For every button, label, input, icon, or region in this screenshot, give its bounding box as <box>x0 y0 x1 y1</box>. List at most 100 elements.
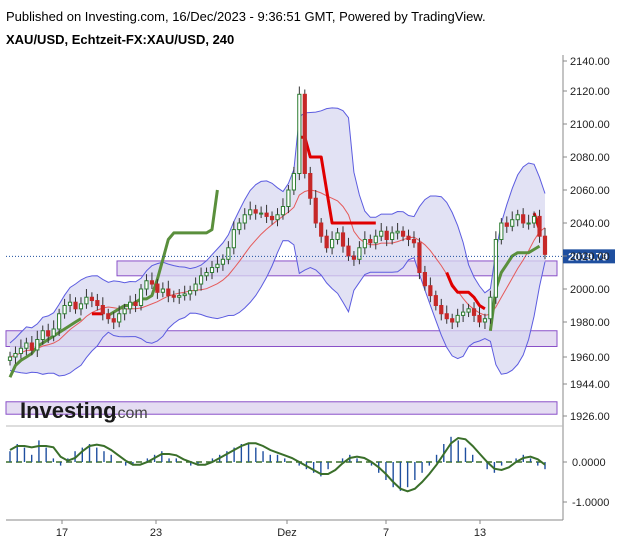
x-tick-label: 17 <box>56 527 68 539</box>
candle-body <box>133 301 138 307</box>
candle-body <box>177 295 182 298</box>
supertrend-down <box>299 135 376 225</box>
bollinger-lower-line <box>9 240 546 377</box>
published-caption: Published on Investing.com, 16/Dec/2023 … <box>6 9 486 24</box>
candle-body <box>308 173 313 199</box>
candle-body <box>368 239 373 244</box>
x-tick-label: Dez <box>277 527 297 539</box>
macd-signal-line <box>9 436 546 493</box>
candle-body <box>515 214 520 221</box>
candle-body <box>499 222 504 240</box>
candle-body <box>319 222 324 237</box>
candle-body <box>482 318 488 323</box>
candle-body <box>253 209 258 214</box>
candle-body <box>264 212 269 217</box>
candle-body <box>248 209 253 216</box>
candle-body <box>84 296 89 305</box>
symbol-title: XAU/USD, Echtzeit-FX:XAU/USD, 240 <box>6 32 235 47</box>
candle-body <box>335 232 340 240</box>
candle-body <box>521 214 526 224</box>
y-tick-label: 2040.00 <box>570 218 610 230</box>
candle-body <box>417 242 422 274</box>
candle-body <box>313 197 318 224</box>
y-tick-label: 2140.00 <box>570 56 610 68</box>
candle-body <box>390 232 395 240</box>
candle-body <box>450 318 455 323</box>
sr-zone <box>5 401 558 415</box>
candle-body <box>384 230 389 240</box>
candle-body <box>439 305 444 315</box>
candle-body <box>471 308 477 316</box>
supertrend-up <box>107 189 219 317</box>
candle-body <box>286 189 291 207</box>
candle-body <box>504 222 509 227</box>
x-tick-label: 23 <box>150 527 162 539</box>
candle-body <box>46 330 51 337</box>
candle-body <box>537 215 542 237</box>
investing-logo: Investing <box>20 398 117 423</box>
candle-body <box>302 93 307 174</box>
candle-body <box>67 301 73 307</box>
candle-body <box>259 212 264 215</box>
y-tick-label: 2120.00 <box>570 86 610 98</box>
y-tick-label: 2000.00 <box>570 284 610 296</box>
candle-body <box>428 285 433 297</box>
candle-body <box>166 288 171 297</box>
candle-body <box>57 313 62 330</box>
last-price-label: 2019.79 <box>568 251 608 263</box>
candle-body <box>13 353 18 358</box>
candle-body <box>209 267 215 273</box>
candle-body <box>280 206 286 216</box>
candle-body <box>324 235 329 249</box>
candle-body <box>198 275 204 285</box>
candle-body <box>149 280 155 285</box>
y-tick-label: 1926.00 <box>570 411 610 423</box>
supertrend-up <box>488 244 541 331</box>
y-tick-label: 1960.00 <box>570 352 610 364</box>
candle-body <box>35 339 40 351</box>
candle-body <box>204 272 209 277</box>
candle-body <box>78 303 84 310</box>
candle-body <box>182 293 187 297</box>
candle-body <box>40 330 45 340</box>
supertrend-up <box>8 317 82 378</box>
candle-body <box>155 283 160 293</box>
candle-body <box>461 311 466 316</box>
candle-body <box>531 215 537 224</box>
candle-body <box>395 230 400 234</box>
x-tick-label: 7 <box>383 527 389 539</box>
y-tick-label: 1944.00 <box>570 379 610 391</box>
candle-body <box>24 342 29 349</box>
candle-body <box>466 308 471 313</box>
candle-body <box>477 314 482 323</box>
candle-body <box>373 235 378 244</box>
chart-axes: 2019.79 2140.00 2120.00 2100.00 2080.00 2060.… <box>6 55 615 539</box>
last-price-badge <box>563 249 615 264</box>
y-tick-label: 1980.00 <box>570 317 610 329</box>
candle-body <box>138 288 144 306</box>
candle-body <box>73 301 78 310</box>
candle-body <box>526 222 531 225</box>
candle-body <box>493 239 498 298</box>
macd-y-tick-label: 0.0000 <box>572 457 606 469</box>
x-tick-label: 13 <box>474 527 486 539</box>
macd-y-tick-label: -1.0000 <box>572 497 609 509</box>
candle-body <box>144 280 149 290</box>
candle-body <box>444 313 449 320</box>
candle-body <box>111 318 116 323</box>
y-tick-label: 2020.00 <box>570 251 610 263</box>
investing-logo-domain: .com <box>113 405 148 422</box>
candle-body <box>269 215 275 221</box>
candle-body <box>160 288 165 293</box>
candle-body <box>433 295 438 307</box>
candle-body <box>422 272 427 287</box>
candle-body <box>62 305 67 315</box>
supertrend-down <box>445 271 486 311</box>
candle-body <box>275 214 280 221</box>
candle-body <box>7 356 13 361</box>
candle-body <box>362 239 367 249</box>
candle-body <box>488 296 493 320</box>
candle-body <box>95 300 100 306</box>
candle-body <box>226 247 231 260</box>
